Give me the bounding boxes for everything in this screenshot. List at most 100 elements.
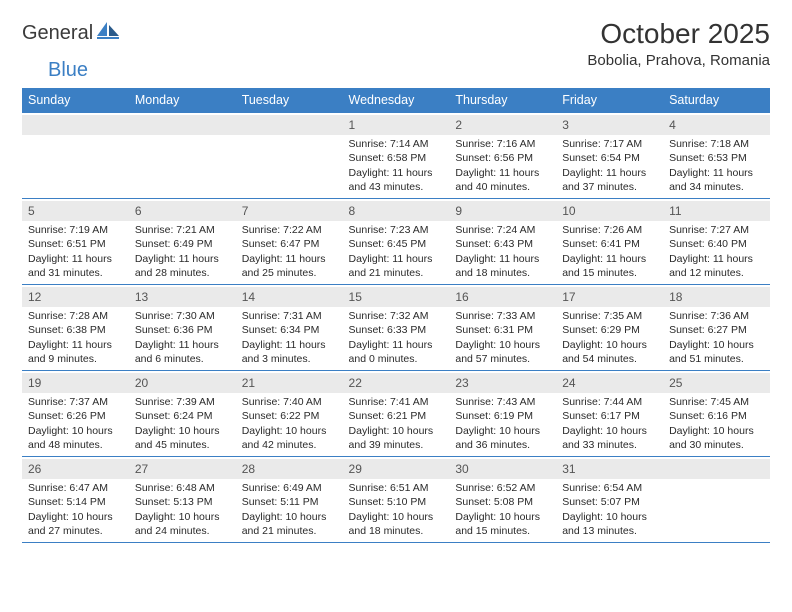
daylight-line: Daylight: 10 hours and 48 minutes. xyxy=(28,424,123,452)
day-number: 7 xyxy=(236,201,343,221)
calendar-page: General October 2025 Bobolia, Prahova, R… xyxy=(0,0,792,561)
sunset-line: Sunset: 6:56 PM xyxy=(455,151,550,165)
day-header: Friday xyxy=(556,88,663,113)
calendar-week: 26Sunrise: 6:47 AMSunset: 5:14 PMDayligh… xyxy=(22,457,770,543)
daylight-line: Daylight: 10 hours and 33 minutes. xyxy=(562,424,657,452)
sunset-line: Sunset: 6:22 PM xyxy=(242,409,337,423)
sunrise-line: Sunrise: 7:21 AM xyxy=(135,223,230,237)
calendar-cell: 21Sunrise: 7:40 AMSunset: 6:22 PMDayligh… xyxy=(236,371,343,457)
day-number: 30 xyxy=(449,459,556,479)
day-number xyxy=(663,459,770,479)
calendar-cell: 30 Sunrise: 6:52 AMSunset: 5:08 PMDayligh… xyxy=(449,457,556,543)
sunrise-line: Sunrise: 6:49 AM xyxy=(242,481,337,495)
daylight-line: Daylight: 11 hours and 0 minutes. xyxy=(349,338,444,366)
sunrise-line: Sunrise: 7:16 AM xyxy=(455,137,550,151)
day-number xyxy=(236,115,343,135)
sunset-line: Sunset: 5:13 PM xyxy=(135,495,230,509)
day-number: 25 xyxy=(663,373,770,393)
sunrise-line: Sunrise: 6:47 AM xyxy=(28,481,123,495)
calendar-week: 19Sunrise: 7:37 AMSunset: 6:26 PMDayligh… xyxy=(22,371,770,457)
sunset-line: Sunset: 5:11 PM xyxy=(242,495,337,509)
sunrise-line: Sunrise: 7:45 AM xyxy=(669,395,764,409)
day-number: 8 xyxy=(343,201,450,221)
sunrise-line: Sunrise: 7:30 AM xyxy=(135,309,230,323)
day-number: 2 xyxy=(449,115,556,135)
sunrise-line: Sunrise: 7:33 AM xyxy=(455,309,550,323)
day-number: 11 xyxy=(663,201,770,221)
logo-blue: Blue xyxy=(48,59,88,82)
daylight-line: Daylight: 11 hours and 40 minutes. xyxy=(455,166,550,194)
calendar-cell: 10Sunrise: 7:26 AMSunset: 6:41 PMDayligh… xyxy=(556,199,663,285)
day-header: Monday xyxy=(129,88,236,113)
daylight-line: Daylight: 10 hours and 54 minutes. xyxy=(562,338,657,366)
calendar-table: SundayMondayTuesdayWednesdayThursdayFrid… xyxy=(22,88,770,543)
day-header: Thursday xyxy=(449,88,556,113)
daylight-line: Daylight: 10 hours and 13 minutes. xyxy=(562,510,657,538)
daylight-line: Daylight: 10 hours and 18 minutes. xyxy=(349,510,444,538)
day-number: 15 xyxy=(343,287,450,307)
location: Bobolia, Prahova, Romania xyxy=(587,52,770,69)
sunset-line: Sunset: 6:53 PM xyxy=(669,151,764,165)
calendar-head: SundayMondayTuesdayWednesdayThursdayFrid… xyxy=(22,88,770,113)
calendar-cell: 24Sunrise: 7:44 AMSunset: 6:17 PMDayligh… xyxy=(556,371,663,457)
daylight-line: Daylight: 10 hours and 30 minutes. xyxy=(669,424,764,452)
title-block: October 2025 Bobolia, Prahova, Romania xyxy=(587,18,770,69)
calendar-cell xyxy=(663,457,770,543)
day-number: 19 xyxy=(22,373,129,393)
calendar-cell: 23Sunrise: 7:43 AMSunset: 6:19 PMDayligh… xyxy=(449,371,556,457)
calendar-body: 1Sunrise: 7:14 AMSunset: 6:58 PMDaylight… xyxy=(22,113,770,543)
calendar-cell: 13Sunrise: 7:30 AMSunset: 6:36 PMDayligh… xyxy=(129,285,236,371)
sunrise-line: Sunrise: 7:22 AM xyxy=(242,223,337,237)
calendar-cell: 3Sunrise: 7:17 AMSunset: 6:54 PMDaylight… xyxy=(556,113,663,199)
day-number: 4 xyxy=(663,115,770,135)
calendar-cell: 9Sunrise: 7:24 AMSunset: 6:43 PMDaylight… xyxy=(449,199,556,285)
calendar-week: 12 Sunrise: 7:28 AMSunset: 6:38 PM Dayligh… xyxy=(22,285,770,371)
calendar-cell: 4Sunrise: 7:18 AMSunset: 6:53 PMDaylight… xyxy=(663,113,770,199)
month-title: October 2025 xyxy=(587,18,770,50)
sunset-line: Sunset: 6:31 PM xyxy=(455,323,550,337)
sunset-line: Sunset: 5:08 PM xyxy=(455,495,550,509)
calendar-cell: 17 Sunrise: 7:35 AMSunset: 6:29 PMDayligh… xyxy=(556,285,663,371)
sunset-line: Sunset: 6:38 PM xyxy=(28,323,123,337)
daylight-line: Daylight: 11 hours and 43 minutes. xyxy=(349,166,444,194)
sunset-line: Sunset: 6:47 PM xyxy=(242,237,337,251)
day-number: 31 xyxy=(556,459,663,479)
day-number: 17 xyxy=(556,287,663,307)
daylight-line: Daylight: 10 hours and 42 minutes. xyxy=(242,424,337,452)
sunset-line: Sunset: 6:16 PM xyxy=(669,409,764,423)
calendar-cell: 11Sunrise: 7:27 AMSunset: 6:40 PMDayligh… xyxy=(663,199,770,285)
day-number: 24 xyxy=(556,373,663,393)
sunrise-line: Sunrise: 7:44 AM xyxy=(562,395,657,409)
sunset-line: Sunset: 6:58 PM xyxy=(349,151,444,165)
daylight-line: Daylight: 11 hours and 15 minutes. xyxy=(562,252,657,280)
daylight-line: Daylight: 10 hours and 39 minutes. xyxy=(349,424,444,452)
day-number: 16 xyxy=(449,287,556,307)
sunrise-line: Sunrise: 7:35 AM xyxy=(562,309,657,323)
calendar-cell xyxy=(22,113,129,199)
daylight-line: Daylight: 10 hours and 51 minutes. xyxy=(669,338,764,366)
logo: General xyxy=(22,18,123,45)
sunset-line: Sunset: 5:07 PM xyxy=(562,495,657,509)
calendar-cell: 20Sunrise: 7:39 AMSunset: 6:24 PMDayligh… xyxy=(129,371,236,457)
daylight-line: Daylight: 11 hours and 31 minutes. xyxy=(28,252,123,280)
sunrise-line: Sunrise: 7:17 AM xyxy=(562,137,657,151)
calendar-cell: 27Sunrise: 6:48 AMSunset: 5:13 PMDayligh… xyxy=(129,457,236,543)
day-number: 12 xyxy=(22,287,129,307)
day-header: Saturday xyxy=(663,88,770,113)
day-number: 29 xyxy=(343,459,450,479)
sunset-line: Sunset: 6:36 PM xyxy=(135,323,230,337)
daylight-line: Daylight: 10 hours and 27 minutes. xyxy=(28,510,123,538)
sunrise-line: Sunrise: 7:18 AM xyxy=(669,137,764,151)
daylight-line: Daylight: 10 hours and 15 minutes. xyxy=(455,510,550,538)
day-number: 14 xyxy=(236,287,343,307)
day-number: 27 xyxy=(129,459,236,479)
sunrise-line: Sunrise: 7:43 AM xyxy=(455,395,550,409)
calendar-cell xyxy=(129,113,236,199)
sunset-line: Sunset: 6:40 PM xyxy=(669,237,764,251)
calendar-cell: 18Sunrise: 7:36 AMSunset: 6:27 PMDayligh… xyxy=(663,285,770,371)
sunrise-line: Sunrise: 7:28 AM xyxy=(28,309,123,323)
sunset-line: Sunset: 6:45 PM xyxy=(349,237,444,251)
sunset-line: Sunset: 6:29 PM xyxy=(562,323,657,337)
sunrise-line: Sunrise: 6:52 AM xyxy=(455,481,550,495)
day-number: 28 xyxy=(236,459,343,479)
